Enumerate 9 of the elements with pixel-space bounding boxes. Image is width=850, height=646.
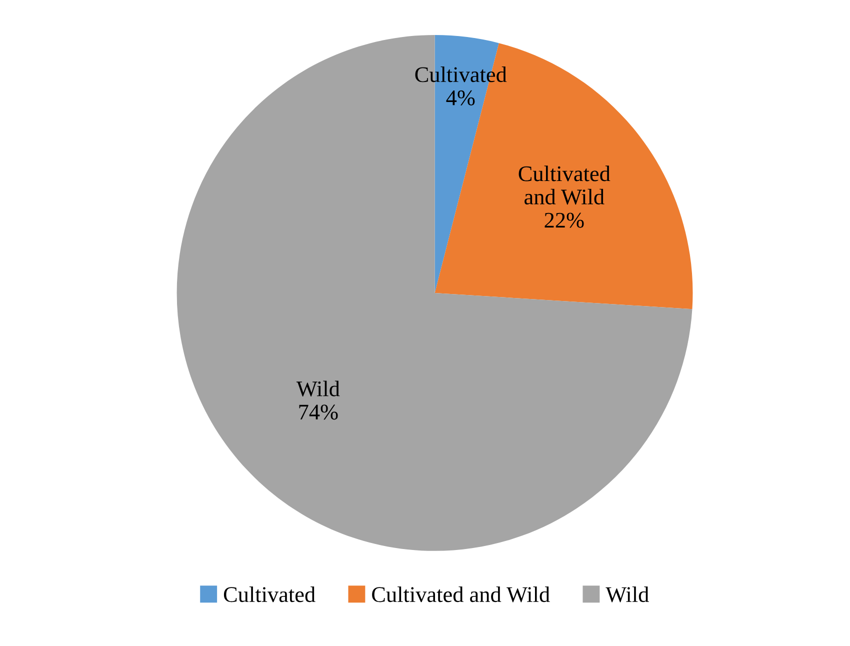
data-label: 74%	[299, 404, 338, 420]
pie-slice	[176, 34, 692, 551]
data-label: 4%	[446, 90, 475, 106]
slice-label: Wild	[296, 380, 340, 397]
data-label: 22%	[544, 212, 584, 228]
legend-label: Cultivated	[224, 586, 316, 602]
legend-label: Wild	[606, 586, 649, 602]
slice-label: Cultivated and Wild	[518, 166, 610, 205]
legend-label: Cultivated and Wild	[372, 586, 550, 602]
